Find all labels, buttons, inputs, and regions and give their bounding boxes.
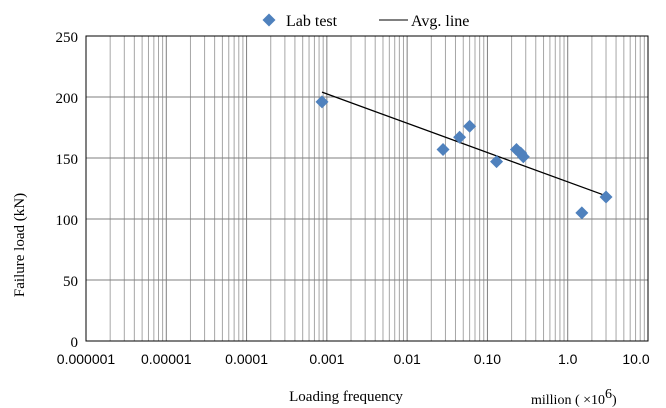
x-axis-unit-text: million ( ×10 (531, 393, 605, 408)
data-point-lab-test (516, 150, 530, 164)
y-tick-labels: 0 50 100 150 200 250 (56, 30, 79, 351)
grid (85, 35, 648, 342)
x-tick-label: 1.0 (558, 351, 578, 367)
x-tick-labels: 0.000001 0.00001 0.0001 0.001 0.01 0.10 1.0 10.… (57, 351, 650, 367)
x-axis-label: Loading frequency (289, 389, 403, 405)
series-layer (315, 91, 613, 220)
avg-line (321, 91, 607, 197)
axes (85, 35, 649, 342)
legend-label-lab-test: Lab test (286, 13, 338, 30)
y-tick-label: 50 (63, 274, 78, 290)
legend-label-avg-line: Avg. line (411, 13, 469, 30)
x-tick-label: 0.01 (394, 351, 421, 367)
x-tick-label: 0.000001 (57, 351, 116, 367)
x-tick-label: 0.00001 (141, 351, 192, 367)
y-tick-label: 150 (56, 152, 79, 168)
y-tick-label: 0 (71, 335, 79, 351)
x-tick-label: 0.10 (474, 351, 501, 367)
x-axis-unit-exponent: 6 (605, 387, 612, 402)
x-tick-label: 10.0 (622, 351, 649, 367)
x-tick-label: 0.0001 (225, 351, 268, 367)
legend: Lab test Avg. line (262, 13, 469, 30)
plot-area (85, 35, 649, 342)
x-axis-unit-close: ) (612, 393, 617, 408)
data-point-lab-test (436, 142, 450, 156)
data-point-lab-test (490, 155, 504, 169)
y-tick-label: 250 (56, 30, 79, 46)
y-axis-label: Failure load (kN) (12, 193, 28, 297)
data-point-lab-test (315, 95, 329, 109)
x-axis-unit: million ( ×106) (531, 387, 617, 408)
y-tick-label: 200 (56, 91, 79, 107)
legend-marker-lab-test (262, 13, 276, 27)
data-point-lab-test (453, 130, 467, 144)
x-tick-label: 0.001 (309, 351, 344, 367)
data-point-lab-test (599, 190, 613, 204)
data-point-lab-test (575, 206, 589, 220)
data-point-lab-test (463, 119, 477, 133)
y-tick-label: 100 (56, 213, 79, 229)
